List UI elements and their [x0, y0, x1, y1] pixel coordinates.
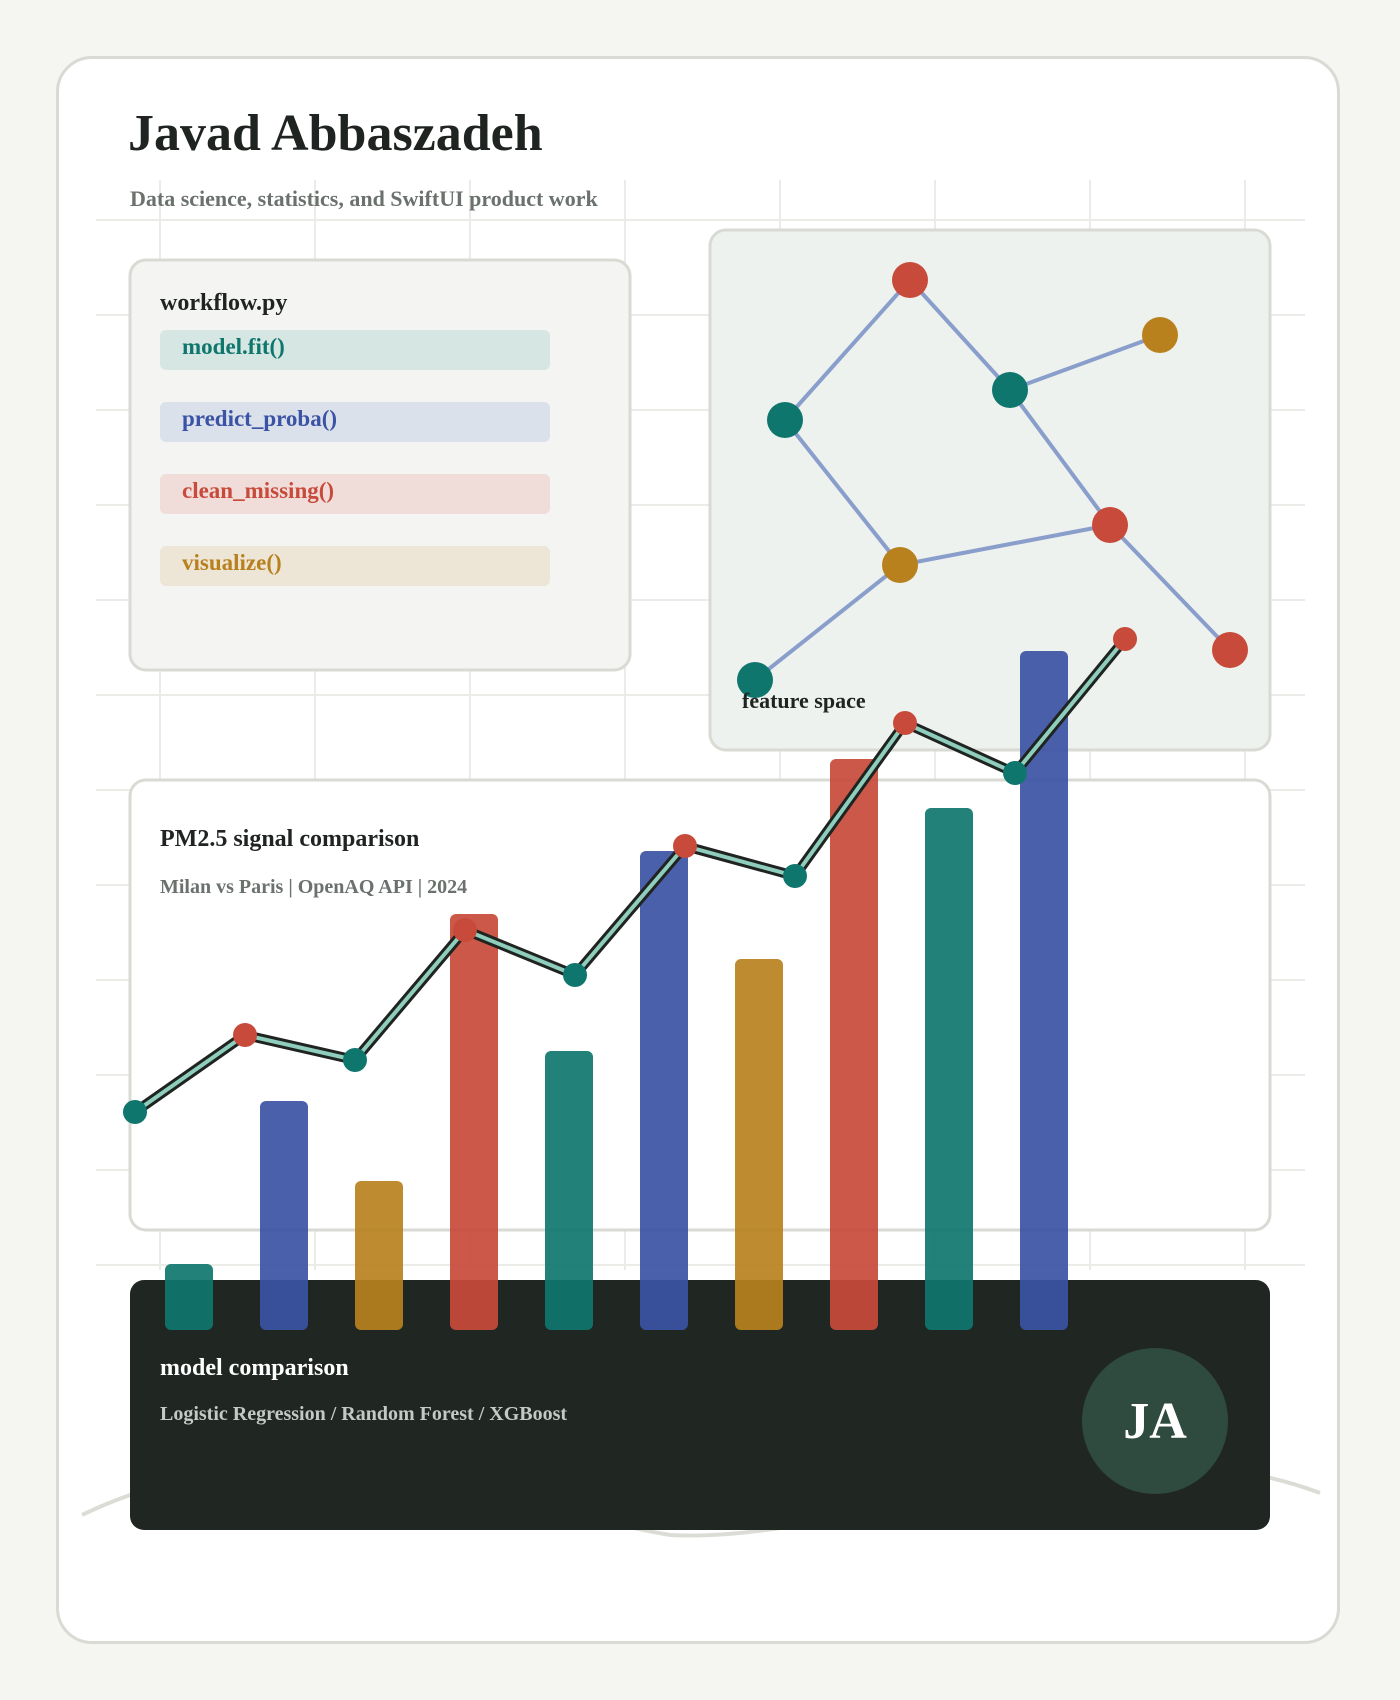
bar-mark-7: [735, 959, 783, 1330]
network-edge: [783, 278, 912, 422]
chip-visualize-bg: [160, 546, 550, 586]
model-card-subtitle: Logistic Regression / Random Forest / XG…: [160, 1403, 568, 1425]
code-card: [128, 258, 632, 672]
network-graph: [737, 262, 1248, 698]
bar-mark-4: [450, 914, 498, 1330]
network-node: [1142, 317, 1178, 353]
bar-series: [165, 651, 1068, 1330]
network-node: [992, 372, 1028, 408]
model-card-title: model comparison: [160, 1355, 349, 1381]
network-edge: [1009, 333, 1161, 392]
network-node: [892, 262, 928, 298]
page-subtitle: Data science, statistics, and SwiftUI pr…: [130, 186, 598, 211]
bar-mark-2: [260, 1101, 308, 1330]
model-card: [130, 1280, 1270, 1530]
line-point-10: [1113, 627, 1137, 651]
network-node: [1212, 632, 1248, 668]
pm-card: [128, 778, 1272, 1232]
bar-mark-3: [355, 1181, 403, 1330]
line-series: [123, 627, 1137, 1124]
page-title: Javad Abbaszadeh: [128, 105, 543, 162]
feature-space-label: feature space: [742, 688, 866, 713]
network-card: [708, 228, 1272, 752]
code-filename: workflow.py: [160, 290, 288, 316]
bar-mark-8: [830, 759, 878, 1330]
line-point-1: [123, 1100, 147, 1124]
network-edge: [753, 563, 902, 682]
bar-mark-10: [1020, 651, 1068, 1330]
chip-predict-proba-bg: [160, 402, 550, 442]
chip-model-fit: model.fit(): [182, 334, 285, 359]
bar-mark-6: [640, 851, 688, 1330]
network-edge: [899, 523, 1111, 567]
line-point-3: [343, 1048, 367, 1072]
line-point-4: [453, 918, 477, 942]
line-point-6: [673, 834, 697, 858]
pm-card-subtitle: Milan vs Paris | OpenAQ API | 2024: [160, 876, 468, 898]
network-node: [767, 402, 803, 438]
chip-clean-missing: clean_missing(): [182, 478, 335, 503]
avatar: JA: [1082, 1348, 1228, 1494]
line-point-9: [1003, 761, 1027, 785]
line-point-2: [233, 1023, 257, 1047]
network-edge: [1008, 388, 1112, 527]
avatar-initials: JA: [1123, 1392, 1187, 1450]
chip-model-fit-bg: [160, 330, 550, 370]
network-node: [737, 662, 773, 698]
chip-clean-missing-bg: [160, 474, 550, 514]
network-node: [882, 547, 918, 583]
network-edge: [908, 278, 1012, 392]
line-point-8: [893, 711, 917, 735]
line-point-7: [783, 864, 807, 888]
network-edge: [1108, 523, 1232, 652]
bar-mark-1: [165, 1264, 213, 1330]
line-point-5: [563, 963, 587, 987]
line-path: [133, 637, 1127, 1114]
network-edge: [783, 418, 902, 567]
bar-mark-9: [925, 808, 973, 1330]
chip-visualize: visualize(): [182, 550, 282, 575]
network-node: [1092, 507, 1128, 543]
pm-card-title: PM2.5 signal comparison: [160, 826, 420, 852]
bar-mark-5: [545, 1051, 593, 1330]
chip-predict-proba: predict_proba(): [182, 406, 338, 431]
